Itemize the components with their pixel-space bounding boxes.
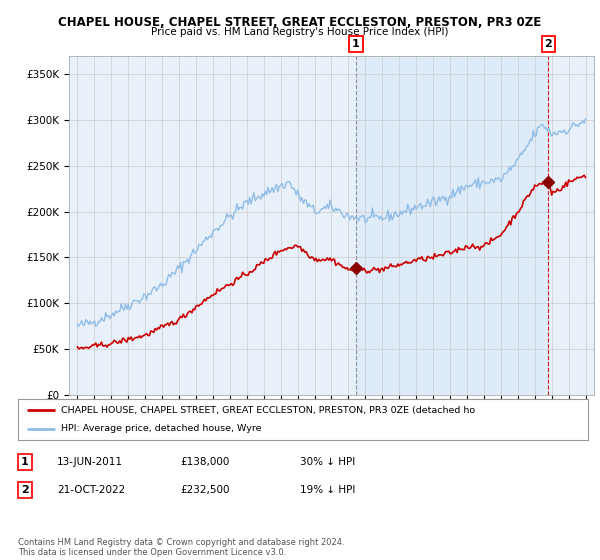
Text: 1: 1 (21, 457, 29, 467)
Text: 2: 2 (21, 485, 29, 495)
Text: £138,000: £138,000 (180, 457, 229, 467)
Text: Contains HM Land Registry data © Crown copyright and database right 2024.
This d: Contains HM Land Registry data © Crown c… (18, 538, 344, 557)
Text: 30% ↓ HPI: 30% ↓ HPI (300, 457, 355, 467)
Bar (356, 56, 548, 395)
Text: 2: 2 (544, 39, 552, 49)
Text: 19% ↓ HPI: 19% ↓ HPI (300, 485, 355, 495)
Text: HPI: Average price, detached house, Wyre: HPI: Average price, detached house, Wyre (61, 424, 261, 433)
Text: CHAPEL HOUSE, CHAPEL STREET, GREAT ECCLESTON, PRESTON, PR3 0ZE (detached ho: CHAPEL HOUSE, CHAPEL STREET, GREAT ECCLE… (61, 405, 475, 414)
Text: 21-OCT-2022: 21-OCT-2022 (57, 485, 125, 495)
Text: 1: 1 (352, 39, 360, 49)
Text: Price paid vs. HM Land Registry's House Price Index (HPI): Price paid vs. HM Land Registry's House … (151, 27, 449, 37)
Text: CHAPEL HOUSE, CHAPEL STREET, GREAT ECCLESTON, PRESTON, PR3 0ZE: CHAPEL HOUSE, CHAPEL STREET, GREAT ECCLE… (58, 16, 542, 29)
Text: £232,500: £232,500 (180, 485, 229, 495)
Text: 13-JUN-2011: 13-JUN-2011 (57, 457, 123, 467)
